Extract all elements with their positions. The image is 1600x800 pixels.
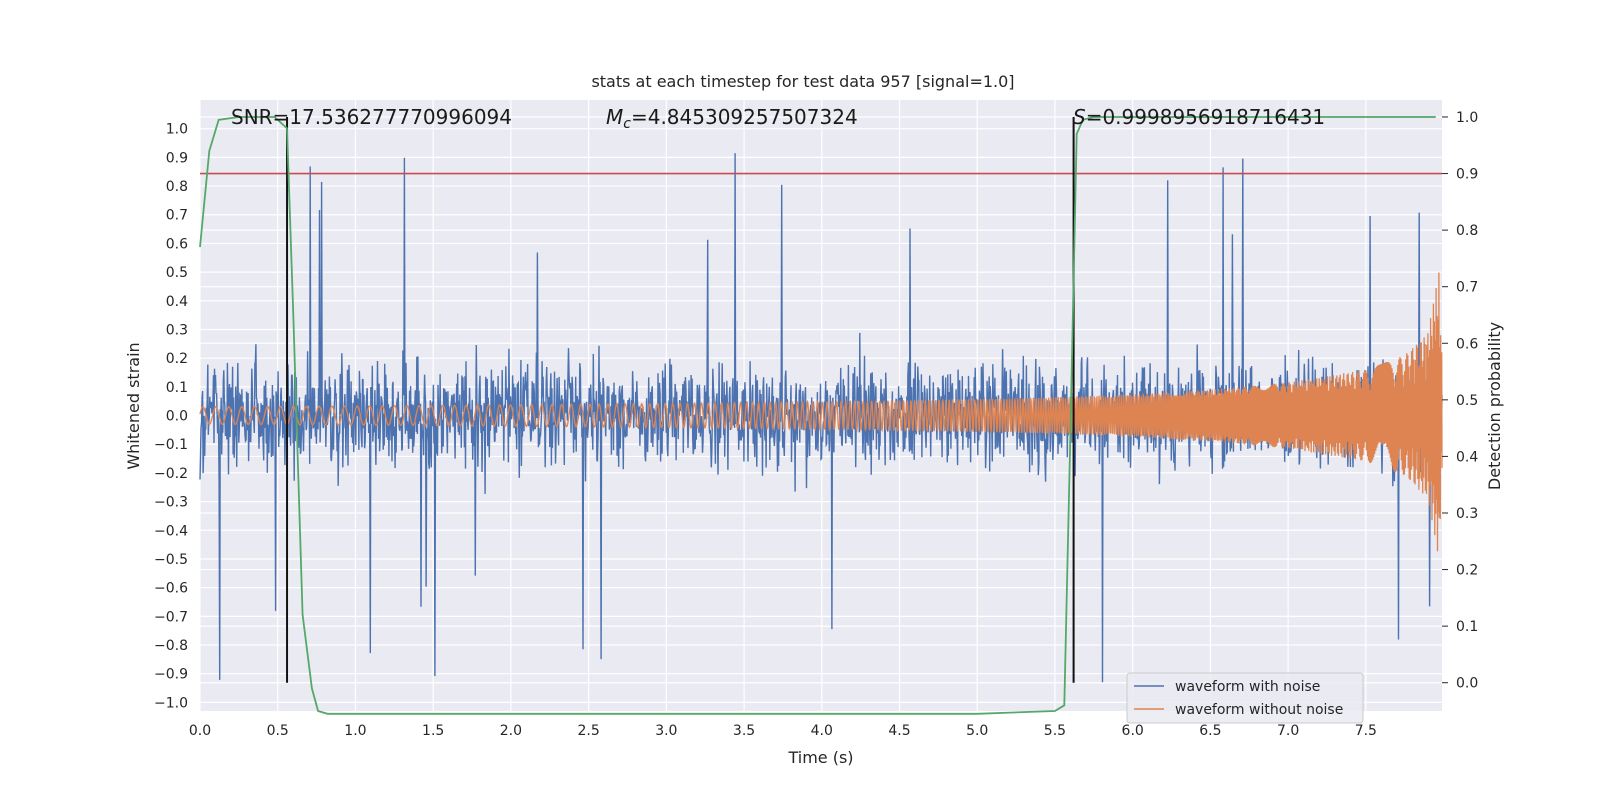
legend-label-noise: waveform with noise [1175,679,1320,695]
score-annotation: S=0.9998956918716431 [1073,105,1325,129]
y-tick-label: 0.7 [166,208,188,224]
y2-axis-ticks: 0.0 0.1 0.2 0.3 0.4 0.5 0.6 0.7 0.8 0.9 1.0 [1442,110,1478,692]
y-tick-label: 0.2 [166,351,188,367]
chart-title: stats at each timestep for test data 957… [591,72,1014,91]
x-tick-label: 5.0 [966,723,988,739]
score-value: =0.9998956918716431 [1086,105,1325,129]
overlay-lines [199,116,1442,715]
x-axis-label: Time (s) [787,748,853,767]
y2-axis-label: Detection probability [1485,322,1504,490]
y-tick-label: −0.4 [154,523,188,539]
x-tick-label: 6.5 [1199,723,1221,739]
y-tick-label: −0.5 [154,552,188,568]
y-axis-ticks: −1.0 −0.9 −0.8 −0.7 −0.6 −0.5 −0.4 −0.3 −0.2 −0.1… [154,122,188,712]
y2-tick-label: 0.9 [1456,167,1478,183]
y-tick-label: 0.3 [166,322,188,338]
x-tick-label: 1.5 [422,723,444,739]
x-tick-label: 1.0 [344,723,366,739]
y2-tick-label: 0.2 [1456,563,1478,579]
y-tick-label: 0.1 [166,380,188,396]
y-tick-label: −0.6 [154,581,188,597]
y2-tick-label: 0.7 [1456,280,1478,296]
x-tick-label: 2.5 [577,723,599,739]
y2-tick-label: 0.6 [1456,336,1478,352]
y2-tick-label: 0.5 [1456,393,1478,409]
detection-probability-line [199,116,1436,715]
y-tick-label: −0.8 [154,638,188,654]
x-tick-label: 3.0 [655,723,677,739]
score-symbol: S [1073,105,1086,129]
y2-tick-label: 0.1 [1456,619,1478,635]
y2-tick-label: 0.4 [1456,449,1478,465]
y-tick-label: 0.8 [166,179,188,195]
y2-tick-label: 0.8 [1456,223,1478,239]
y-tick-label: −1.0 [154,695,188,711]
y-tick-label: 0.6 [166,236,188,252]
y-tick-label: 0.4 [166,294,188,310]
y-tick-label: 0.9 [166,150,188,166]
x-axis-ticks: 0.0 0.5 1.0 1.5 2.0 2.5 3.0 3.5 4.0 4.5 5.0 5.5 6.0 6… [189,723,1377,739]
series-waveform-without-noise [199,272,1443,552]
x-tick-label: 4.5 [888,723,910,739]
legend-label-clean: waveform without noise [1175,702,1343,718]
x-tick-label: 0.5 [267,723,289,739]
x-tick-label: 7.5 [1355,723,1377,739]
y2-tick-label: 0.0 [1456,676,1478,692]
chirp-mass-symbol: M [606,105,623,129]
y-tick-label: −0.9 [154,667,188,683]
y-tick-label: −0.3 [154,495,188,511]
y-tick-label: −0.7 [154,609,188,625]
x-tick-label: 5.5 [1044,723,1066,739]
x-tick-label: 6.0 [1122,723,1144,739]
y-axis-label: Whitened strain [124,342,143,469]
chirp-mass-value: =4.845309257507324 [631,105,858,129]
y-tick-label: 1.0 [166,122,188,138]
snr-annotation: SNR=17.536277770996094 [231,105,512,129]
y-tick-label: −0.1 [154,437,188,453]
legend-box [1126,672,1364,724]
y-tick-label: 0.0 [166,409,188,425]
clean-waveform-line [199,272,1443,552]
plot-area [199,116,1443,715]
y2-tick-label: 0.3 [1456,506,1478,522]
chirp-mass-subscript: c [623,116,631,132]
legend: waveform with noise waveform without noi… [1126,672,1364,724]
chirp-mass-annotation: Mc=4.845309257507324 [606,105,858,132]
y-tick-label: 0.5 [166,265,188,281]
x-tick-label: 7.0 [1277,723,1299,739]
y2-tick-label: 1.0 [1456,110,1478,126]
x-tick-label: 4.0 [811,723,833,739]
x-tick-label: 0.0 [189,723,211,739]
x-tick-label: 3.5 [733,723,755,739]
x-tick-label: 2.0 [500,723,522,739]
y-tick-label: −0.2 [154,466,188,482]
